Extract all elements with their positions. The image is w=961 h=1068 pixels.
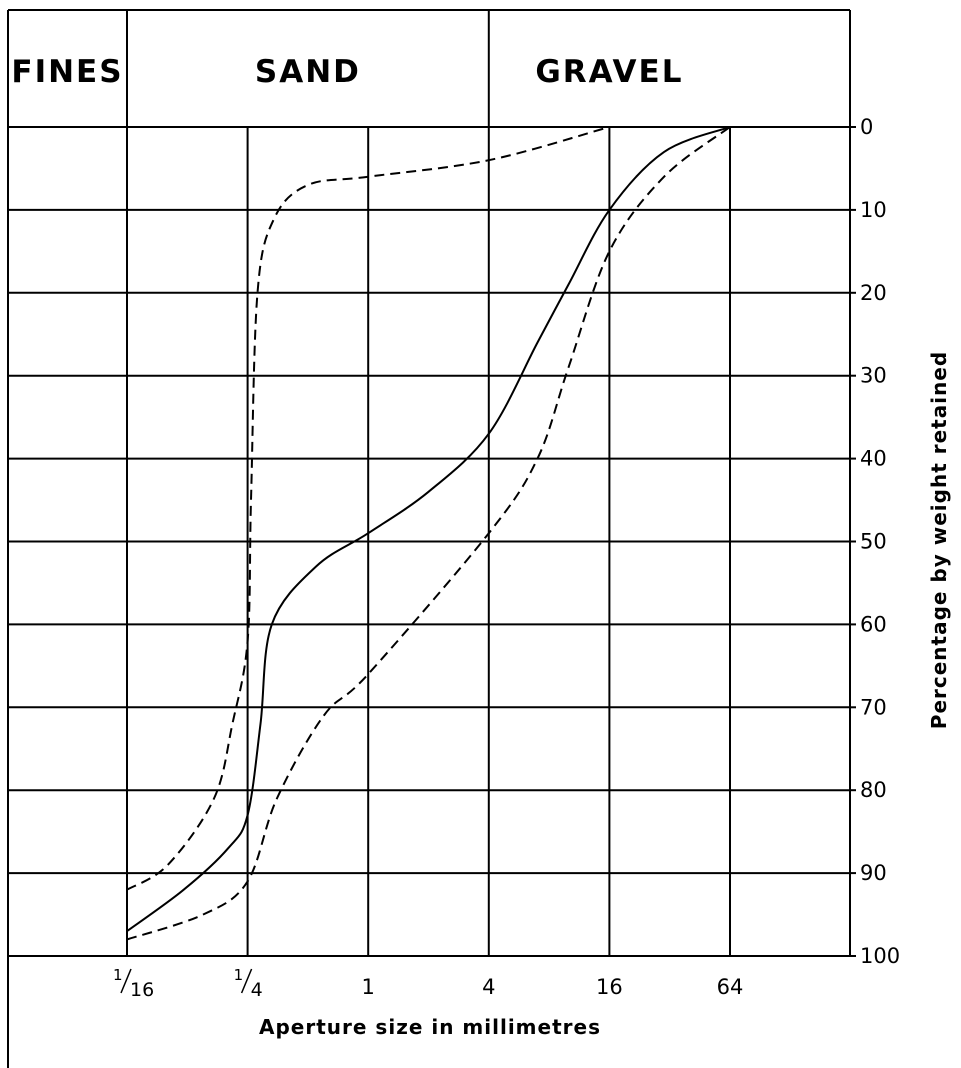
x-tick-denominator: 4 bbox=[251, 979, 263, 1001]
x-tick-label: 1 bbox=[362, 975, 375, 999]
x-tick-label: 4 bbox=[482, 975, 495, 999]
y-tick-label: 60 bbox=[860, 612, 887, 636]
grid-layer bbox=[7, 9, 856, 1068]
y-axis-label: Percentage by weight retained bbox=[927, 351, 951, 729]
fraction-slash bbox=[240, 968, 253, 994]
y-tick-label: 90 bbox=[860, 861, 887, 885]
x-axis-label: Aperture size in millimetres bbox=[259, 1015, 601, 1039]
y-tick-label: 20 bbox=[860, 281, 887, 305]
y-tick-label: 80 bbox=[860, 778, 887, 802]
y-tick-label: 50 bbox=[860, 530, 887, 554]
grading-curve-3-dashed bbox=[126, 126, 731, 941]
x-tick-numerator: 1 bbox=[234, 966, 244, 984]
grading-curve-2-solid bbox=[126, 126, 731, 932]
x-tick-label: 1 16 bbox=[113, 966, 154, 1001]
y-tick-label: 40 bbox=[860, 447, 887, 471]
x-tick-label: 14 bbox=[234, 966, 263, 1001]
y-tick-label: 0 bbox=[860, 115, 873, 139]
zone-header: FINES SAND GRAVEL bbox=[11, 54, 683, 90]
y-tick-label: 70 bbox=[860, 695, 887, 719]
grading-curve-1-dashed bbox=[126, 126, 610, 891]
zone-label-sand: SAND bbox=[255, 54, 361, 90]
x-tick-numerator: 1 bbox=[113, 966, 123, 984]
grading-curves bbox=[126, 126, 731, 941]
x-tick-denominator: 16 bbox=[130, 979, 154, 1001]
zone-label-fines: FINES bbox=[11, 54, 123, 90]
zone-label-gravel: GRAVEL bbox=[535, 54, 683, 90]
x-tick-label: 16 bbox=[596, 975, 623, 999]
y-tick-label: 100 bbox=[860, 944, 900, 968]
y-axis-ticks: 0 10 20 30 40 50 60 70 80 90 100 bbox=[860, 115, 900, 968]
fraction-slash bbox=[120, 968, 132, 994]
y-tick-label: 10 bbox=[860, 198, 887, 222]
y-tick-label: 30 bbox=[860, 364, 887, 388]
x-tick-label: 64 bbox=[717, 975, 744, 999]
